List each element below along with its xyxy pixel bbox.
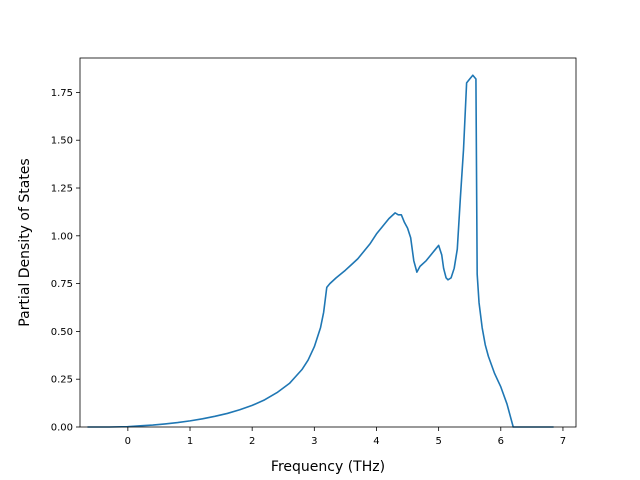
plot-frame — [79, 57, 577, 428]
y-tick-label: 0.50 — [51, 327, 73, 338]
x-tick-label: 0 — [125, 436, 131, 447]
x-tick-label: 2 — [249, 436, 255, 447]
x-tick-label: 6 — [498, 436, 504, 447]
y-tick-label: 0.75 — [51, 279, 73, 290]
x-axis-label: Frequency (THz) — [271, 459, 385, 475]
y-tick-label: 0.00 — [51, 423, 73, 434]
y-axis-label: Partial Density of States — [17, 158, 33, 326]
y-tick-label: 1.50 — [51, 136, 73, 147]
y-tick-label: 1.00 — [51, 231, 73, 242]
x-tick-label: 5 — [435, 436, 441, 447]
x-tick-label: 7 — [560, 436, 566, 447]
series-line-0 — [87, 74, 554, 428]
y-tick-label: 1.25 — [51, 184, 73, 195]
x-tick-label: 3 — [311, 436, 317, 447]
x-tick-label: 4 — [373, 436, 379, 447]
y-tick-label: 1.75 — [51, 88, 73, 99]
x-tick-label: 1 — [187, 436, 193, 447]
y-tick-label: 0.25 — [51, 375, 73, 386]
